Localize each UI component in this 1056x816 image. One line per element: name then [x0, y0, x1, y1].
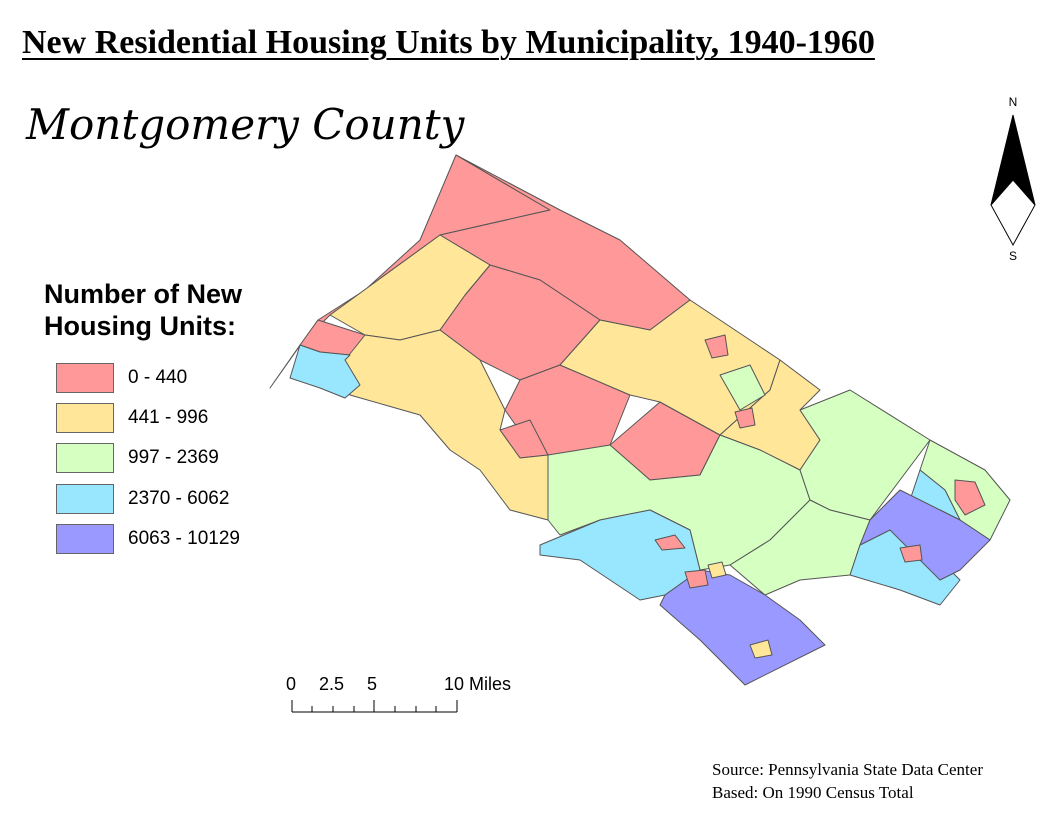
enclave-red-3 — [654, 534, 686, 551]
source-line-1: Source: Pennsylvania State Data Center — [712, 760, 983, 779]
source-line-2: Based: On 1990 Census Total — [712, 783, 914, 802]
county-name: Montgomery County — [26, 100, 465, 149]
map-title: New Residential Housing Units by Municip… — [22, 24, 875, 61]
enclave-red-1 — [704, 334, 729, 359]
legend-title-line1: Number of New — [44, 279, 243, 309]
legend-swatch — [56, 443, 114, 473]
enclave-red-6 — [954, 479, 986, 516]
south-label: S — [1009, 249, 1017, 263]
legend-label: 441 - 996 — [128, 407, 209, 428]
source-note: Source: Pennsylvania State Data Center B… — [712, 758, 983, 804]
scale-label-0: 0 — [286, 674, 296, 694]
municipality-purple-east — [859, 489, 991, 581]
enclave-red-4 — [684, 569, 709, 589]
legend-title-line2: Housing Units: — [44, 311, 236, 341]
legend-swatch — [56, 484, 114, 514]
legend-label: 0 - 440 — [128, 367, 188, 388]
legend-swatch — [56, 524, 114, 554]
legend-label: 997 - 2369 — [128, 447, 219, 468]
legend-swatch — [56, 363, 114, 393]
enclave-red-2 — [734, 407, 756, 429]
legend-label: 6063 - 10129 — [128, 528, 240, 549]
legend-swatch — [56, 403, 114, 433]
legend-title: Number of New Housing Units: — [44, 278, 242, 342]
south-arrow-icon — [990, 179, 1036, 247]
municipality-green-small — [719, 364, 766, 411]
legend-label: 2370 - 6062 — [128, 488, 230, 509]
scale-label-5: 5 — [367, 674, 377, 694]
enclave-yellow-1 — [749, 639, 773, 659]
scale-label-10-miles: 10 Miles — [444, 674, 511, 694]
municipality-blue-northwest — [289, 344, 361, 399]
enclave-red-5 — [899, 544, 923, 563]
north-label: N — [1009, 95, 1018, 109]
scale-label-2-5: 2.5 — [319, 674, 344, 694]
enclave-yellow-2 — [707, 561, 727, 579]
